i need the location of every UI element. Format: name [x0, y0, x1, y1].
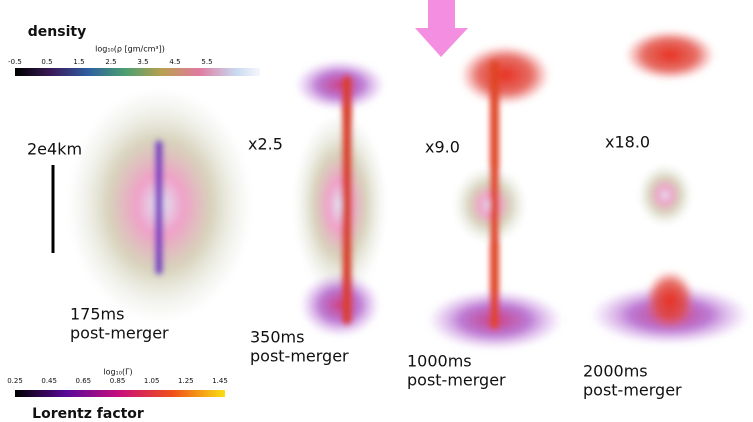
colorbar	[15, 68, 260, 76]
colorbar	[15, 390, 225, 397]
time-label: 2000ms	[583, 362, 648, 381]
scale-label: 2e4km	[27, 140, 82, 159]
colorbar-tick-label: -0.5	[8, 58, 22, 66]
colorbar-tick-label: 1.05	[144, 377, 160, 385]
caption: post-merger	[250, 347, 349, 366]
colorbar-tick-label: 5.5	[201, 58, 212, 66]
colorbar-label: log₁₀(Γ)	[103, 368, 132, 377]
colorbar-tick-label: 3.5	[137, 58, 148, 66]
caption: post-merger	[583, 381, 682, 400]
time-label: 350ms	[250, 328, 304, 347]
snapshot	[292, 60, 388, 337]
figure: density log₁₀(ρ [gm/cm³]) log₁₀(Γ) Loren…	[0, 0, 753, 422]
arrow	[415, 0, 468, 57]
colorbar-title: density	[28, 24, 86, 40]
zoom-label: x2.5	[248, 135, 283, 154]
colorbar-tick-label: 1.45	[212, 377, 228, 385]
colorbar-tick-label: 0.5	[41, 58, 52, 66]
snapshot	[427, 45, 563, 350]
time-label: 175ms	[70, 305, 124, 324]
snapshot	[590, 30, 750, 345]
colorbar-tick-label: 0.25	[7, 377, 23, 385]
zoom-label: x18.0	[605, 133, 650, 152]
colorbar-tick-label: 1.25	[178, 377, 194, 385]
time-label: 1000ms	[407, 352, 472, 371]
snapshot	[65, 85, 255, 325]
colorbar-tick-label: 2.5	[105, 58, 116, 66]
colorbar-tick-label: 0.85	[110, 377, 126, 385]
colorbar-tick-label: 0.65	[76, 377, 92, 385]
colorbar-title: Lorentz factor	[32, 406, 144, 422]
colorbar-label: log₁₀(ρ [gm/cm³])	[95, 45, 165, 54]
colorbar-tick-label: 0.45	[41, 377, 57, 385]
colorbar-tick-label: 4.5	[169, 58, 180, 66]
colorbar-tick-label: 1.5	[73, 58, 84, 66]
caption: post-merger	[70, 324, 169, 343]
caption: post-merger	[407, 371, 506, 390]
zoom-label: x9.0	[425, 138, 460, 157]
